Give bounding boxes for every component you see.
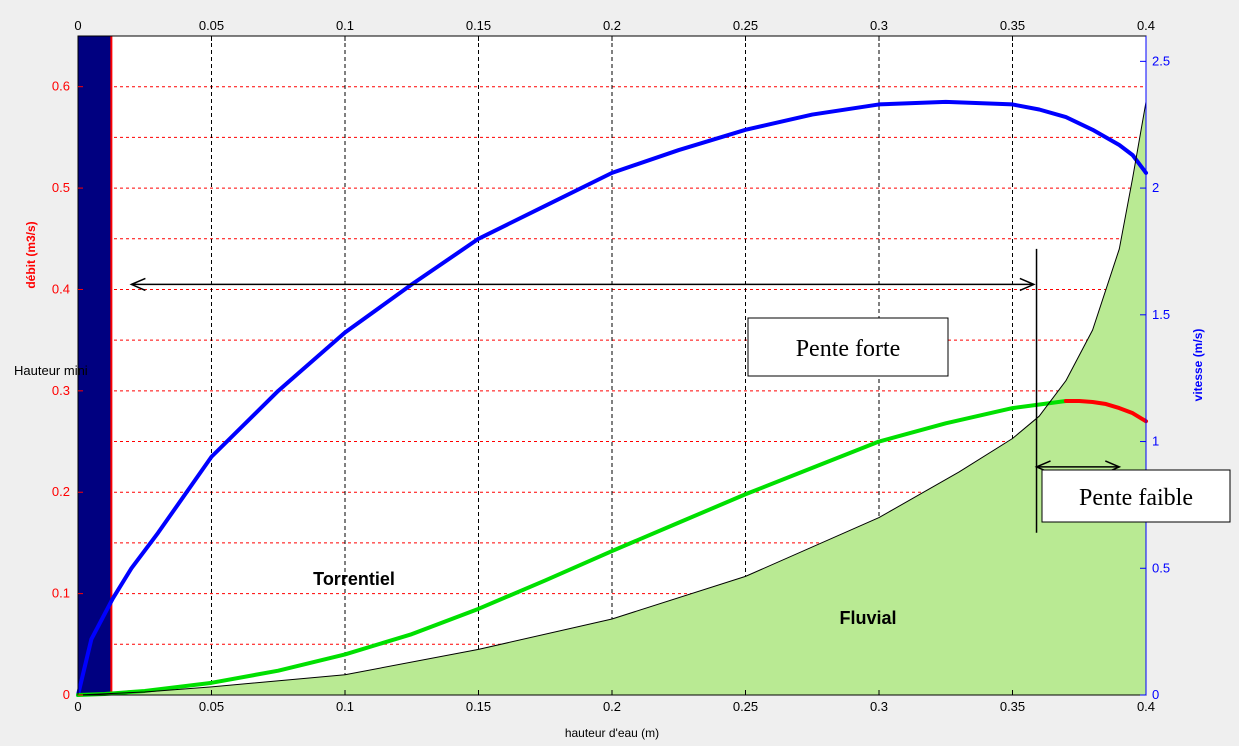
annotation-layer bbox=[129, 248, 1122, 533]
pente-faible-box bbox=[1041, 469, 1231, 523]
fluvial-label: Fluvial bbox=[839, 608, 896, 628]
fluvial-area bbox=[78, 101, 1146, 695]
arrow-torrentiel-range bbox=[129, 277, 1036, 292]
x-tick-label: 0.15 bbox=[466, 699, 491, 714]
arrow-torrentiel-range-head-left bbox=[129, 277, 146, 292]
y-left-tick-label: 0.3 bbox=[52, 383, 70, 398]
pente-forte-box bbox=[747, 317, 949, 377]
x-tick-label-top: 0.35 bbox=[1000, 18, 1025, 33]
x-tick-label: 0.4 bbox=[1137, 699, 1155, 714]
x-tick-label-top: 0.05 bbox=[199, 18, 224, 33]
y-left-tick-label: 0.2 bbox=[52, 484, 70, 499]
hauteur-mini-label: Hauteur mini bbox=[14, 363, 88, 378]
y-right-tick-label: 2.5 bbox=[1152, 53, 1170, 68]
y-right-tick-label: 2 bbox=[1152, 180, 1159, 195]
torrentiel-label: Torrentiel bbox=[313, 569, 395, 589]
x-tick-label: 0.1 bbox=[336, 699, 354, 714]
y-right-tick-label: 0 bbox=[1152, 687, 1159, 702]
series-layer bbox=[76, 99, 1148, 697]
x-tick-label: 0.05 bbox=[199, 699, 224, 714]
y-right-tick-label: 1 bbox=[1152, 434, 1159, 449]
x-tick-label-top: 0.15 bbox=[466, 18, 491, 33]
fluvial-boundary-line bbox=[77, 101, 1147, 696]
y-left-axis-label: débit (m3/s) bbox=[24, 221, 38, 288]
y-left-tick-label: 0.6 bbox=[52, 79, 70, 94]
pente-forte-label: Pente forte bbox=[796, 336, 901, 362]
x-tick-label: 0.2 bbox=[603, 699, 621, 714]
y-left-tick-label: 0 bbox=[63, 687, 70, 702]
vitesse-line bbox=[76, 99, 1148, 697]
tick-layer: 000.050.050.10.10.150.150.20.20.250.250.… bbox=[52, 18, 1170, 714]
fill-layer bbox=[78, 36, 1146, 695]
x-tick-label-top: 0.3 bbox=[870, 18, 888, 33]
arrow-torrentiel-range-head-right bbox=[1019, 277, 1036, 292]
x-tick-label: 0.35 bbox=[1000, 699, 1025, 714]
x-tick-label-top: 0.25 bbox=[733, 18, 758, 33]
y-left-tick-label: 0.4 bbox=[52, 281, 70, 296]
y-right-axis-label: vitesse (m/s) bbox=[1191, 329, 1205, 402]
y-right-tick-label: 1.5 bbox=[1152, 307, 1170, 322]
debit-red-line bbox=[1063, 398, 1148, 424]
x-axis-label: hauteur d'eau (m) bbox=[565, 726, 659, 740]
y-left-tick-label: 0.1 bbox=[52, 586, 70, 601]
y-right-tick-label: 0.5 bbox=[1152, 560, 1170, 575]
y-left-tick-label: 0.5 bbox=[52, 180, 70, 195]
x-tick-label: 0 bbox=[74, 699, 81, 714]
debit-green-line bbox=[76, 398, 1068, 697]
x-tick-label: 0.3 bbox=[870, 699, 888, 714]
hauteur-mini-band bbox=[78, 36, 112, 695]
x-tick-label: 0.25 bbox=[733, 699, 758, 714]
x-tick-label-top: 0.2 bbox=[603, 18, 621, 33]
x-tick-label-top: 0.1 bbox=[336, 18, 354, 33]
x-tick-label-top: 0.4 bbox=[1137, 18, 1155, 33]
x-tick-label-top: 0 bbox=[74, 18, 81, 33]
pente-faible-label: Pente faible bbox=[1079, 485, 1193, 511]
